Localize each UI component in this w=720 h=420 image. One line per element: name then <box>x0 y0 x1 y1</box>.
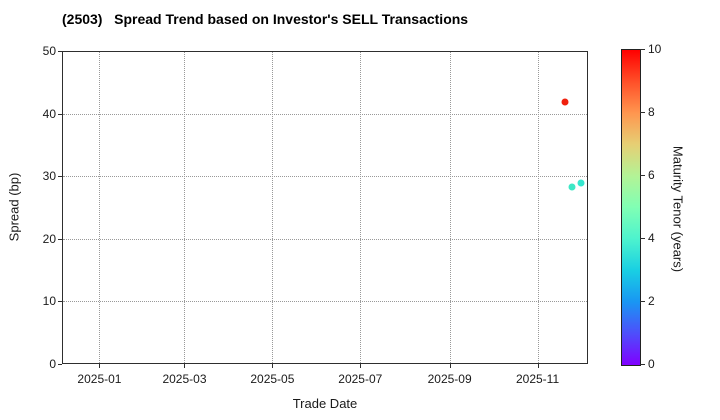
y-gridline <box>63 238 587 240</box>
x-axis-label: Trade Date <box>292 396 358 411</box>
data-point <box>561 98 569 106</box>
y-gridline <box>63 176 587 178</box>
y-gridline <box>63 301 587 303</box>
colorbar-tick-label: 0 <box>648 357 655 371</box>
data-point <box>568 183 576 191</box>
y-tick-mark <box>58 301 62 303</box>
y-tick-mark <box>58 238 62 240</box>
x-tick-label: 2025-07 <box>338 372 383 386</box>
y-tick-label: 10 <box>42 294 56 309</box>
x-tick-mark <box>537 364 539 368</box>
x-gridline <box>360 52 362 363</box>
colorbar-tick-mark <box>640 49 645 50</box>
x-tick-label: 2025-03 <box>162 372 207 386</box>
y-tick-mark <box>58 51 62 52</box>
y-tick-label: 20 <box>42 231 56 246</box>
x-tick-mark <box>449 364 451 368</box>
x-gridline <box>537 52 539 363</box>
colorbar-tick-mark <box>640 238 645 239</box>
colorbar-tick-label: 6 <box>648 168 655 182</box>
colorbar-tick-mark <box>640 364 645 365</box>
x-tick-label: 2025-01 <box>77 372 122 386</box>
x-tick-label: 2025-09 <box>427 372 472 386</box>
colorbar-label: Maturity Tenor (years) <box>670 145 686 273</box>
y-tick-label: 50 <box>42 44 56 58</box>
x-gridline <box>449 52 451 363</box>
y-tick-label: 0 <box>49 357 56 371</box>
y-tick-mark <box>58 176 62 178</box>
x-tick-mark <box>99 364 101 368</box>
x-gridline <box>184 52 186 363</box>
colorbar-tick-mark <box>640 301 645 302</box>
colorbar-tick-label: 8 <box>648 105 655 119</box>
chart-title: (2503) Spread Trend based on Investor's … <box>62 11 469 27</box>
x-tick-mark <box>360 364 362 368</box>
x-tick-label: 2025-05 <box>250 372 295 386</box>
y-tick-mark <box>58 364 62 365</box>
colorbar-tick-label: 2 <box>648 294 655 308</box>
x-tick-label: 2025-11 <box>515 372 560 386</box>
colorbar-tick-mark <box>640 112 645 113</box>
y-tick-label: 30 <box>42 169 56 184</box>
y-tick-mark <box>58 113 62 115</box>
colorbar-gradient <box>621 49 641 366</box>
y-gridline <box>63 113 587 115</box>
colorbar-tick-mark <box>640 175 645 176</box>
y-tick-label: 40 <box>42 106 56 121</box>
x-gridline <box>99 52 101 363</box>
x-gridline <box>272 52 274 363</box>
x-tick-mark <box>272 364 274 368</box>
plot-area <box>62 51 588 364</box>
x-tick-mark <box>184 364 186 368</box>
colorbar-tick-label: 4 <box>648 231 655 245</box>
data-point <box>577 179 585 187</box>
colorbar-tick-label: 10 <box>648 42 662 56</box>
